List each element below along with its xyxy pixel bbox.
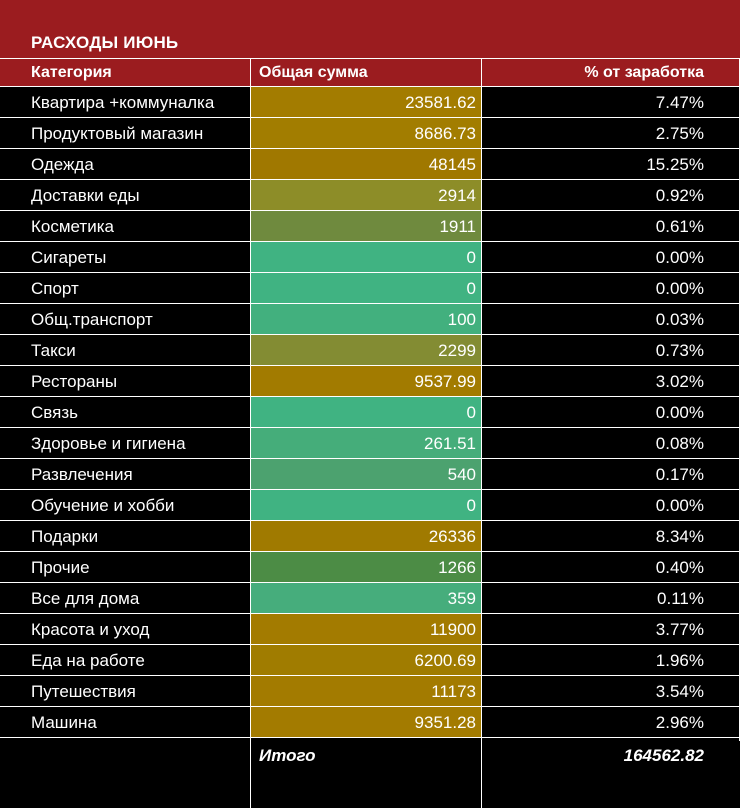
column-header-category[interactable]: Категория [31, 64, 112, 81]
percent-cell[interactable]: 0.00% [655, 403, 704, 422]
percent-cell[interactable]: 8.34% [655, 527, 704, 546]
table-row: Обучение и хобби 0 0.00% [0, 490, 740, 521]
table-row: Сигареты 0 0.00% [0, 242, 740, 273]
percent-cell[interactable]: 0.00% [655, 279, 704, 298]
category-cell[interactable]: Подарки [31, 527, 99, 546]
column-header-percent[interactable]: % от заработка [584, 64, 704, 81]
category-cell[interactable]: Еда на работе [31, 651, 145, 670]
table-row: Машина 9351.28 2.96% [0, 707, 740, 738]
percent-cell[interactable]: 0.61% [655, 217, 704, 236]
table-row: Спорт 0 0.00% [0, 273, 740, 304]
percent-cell[interactable]: 0.00% [655, 496, 704, 515]
category-cell[interactable]: Рестораны [31, 372, 118, 391]
category-cell[interactable]: Развлечения [31, 465, 133, 484]
category-cell[interactable]: Спорт [31, 279, 79, 298]
total-cell[interactable]: 359 [250, 583, 481, 613]
category-cell[interactable]: Общ.транспорт [31, 310, 153, 329]
category-cell[interactable]: Связь [31, 403, 78, 422]
total-cell[interactable]: 2914 [250, 180, 481, 210]
percent-cell[interactable]: 0.08% [655, 434, 704, 453]
category-cell[interactable]: Доставки еды [31, 186, 140, 205]
table-row: Подарки 26336 8.34% [0, 521, 740, 552]
category-cell[interactable]: Красота и уход [31, 620, 150, 639]
percent-cell[interactable]: 0.11% [657, 589, 704, 608]
percent-cell[interactable]: 0.73% [655, 341, 704, 360]
category-cell[interactable]: Все для дома [31, 589, 140, 608]
table-row: Путешествия 11173 3.54% [0, 676, 740, 707]
title-bar: РАСХОДЫ ИЮНЬ [0, 0, 740, 58]
total-cell[interactable]: 6200.69 [250, 645, 481, 675]
table-row: Красота и уход 11900 3.77% [0, 614, 740, 645]
total-cell[interactable]: 540 [250, 459, 481, 489]
table-row: Рестораны 9537.99 3.02% [0, 366, 740, 397]
total-cell[interactable]: 8686.73 [250, 118, 481, 148]
percent-cell[interactable]: 7.47% [655, 93, 704, 112]
category-cell[interactable]: Прочие [31, 558, 90, 577]
percent-cell[interactable]: 0.40% [655, 558, 704, 577]
table-body: Квартира +коммуналка 23581.62 7.47% Продукт… [0, 87, 740, 738]
table-row: Такси 2299 0.73% [0, 335, 740, 366]
table-row: Прочие 1266 0.40% [0, 552, 740, 583]
category-cell[interactable]: Одежда [31, 155, 94, 174]
category-cell[interactable]: Квартира +коммуналка [31, 93, 215, 112]
table-row: Квартира +коммуналка 23581.62 7.47% [0, 87, 740, 118]
total-cell[interactable]: 2299 [250, 335, 481, 365]
percent-cell[interactable]: 2.96% [655, 713, 704, 732]
category-cell[interactable]: Машина [31, 713, 97, 732]
column-header-total[interactable]: Общая сумма [259, 64, 368, 81]
total-cell[interactable]: 0 [250, 490, 481, 520]
table-row: Общ.транспорт 100 0.03% [0, 304, 740, 335]
total-cell[interactable]: 48145 [250, 149, 481, 179]
gridline-vertical [481, 58, 482, 808]
total-cell[interactable]: 0 [250, 242, 481, 272]
total-cell[interactable]: 100 [250, 304, 481, 334]
table-row: Продуктовый магазин 8686.73 2.75% [0, 118, 740, 149]
percent-cell[interactable]: 2.75% [655, 124, 704, 143]
category-cell[interactable]: Такси [31, 341, 76, 360]
table-row: Косметика 1911 0.61% [0, 211, 740, 242]
total-value[interactable]: 164562.82 [623, 746, 704, 765]
table-row: Одежда 48145 15.25% [0, 149, 740, 180]
gridline-vertical [250, 58, 251, 808]
total-cell[interactable]: 1266 [250, 552, 481, 582]
category-cell[interactable]: Обучение и хобби [31, 496, 175, 515]
total-cell[interactable]: 9351.28 [250, 707, 481, 737]
category-cell[interactable]: Здоровье и гигиена [31, 434, 186, 453]
total-row: Итого 164562.82 [0, 741, 740, 808]
total-cell[interactable]: 0 [250, 273, 481, 303]
category-cell[interactable]: Сигареты [31, 248, 107, 267]
category-cell[interactable]: Путешествия [31, 682, 136, 701]
table-row: Развлечения 540 0.17% [0, 459, 740, 490]
percent-cell[interactable]: 0.92% [655, 186, 704, 205]
total-cell[interactable]: 9537.99 [250, 366, 481, 396]
total-cell[interactable]: 11900 [250, 614, 481, 644]
percent-cell[interactable]: 3.77% [655, 620, 704, 639]
category-cell[interactable]: Косметика [31, 217, 114, 236]
percent-cell[interactable]: 0.03% [655, 310, 704, 329]
total-cell[interactable]: 1911 [250, 211, 481, 241]
total-label: Итого [259, 746, 316, 765]
table-row: Доставки еды 2914 0.92% [0, 180, 740, 211]
category-cell[interactable]: Продуктовый магазин [31, 124, 204, 143]
percent-cell[interactable]: 3.02% [655, 372, 704, 391]
table-row: Еда на работе 6200.69 1.96% [0, 645, 740, 676]
sheet-title: РАСХОДЫ ИЮНЬ [31, 33, 179, 52]
table-row: Все для дома 359 0.11% [0, 583, 740, 614]
percent-cell[interactable]: 15.25% [646, 155, 704, 174]
table-header-row: Категория Общая сумма % от заработка [0, 58, 740, 87]
percent-cell[interactable]: 0.00% [655, 248, 704, 267]
total-cell[interactable]: 11173 [250, 676, 481, 706]
total-cell[interactable]: 26336 [250, 521, 481, 551]
percent-cell[interactable]: 1.96% [655, 651, 704, 670]
total-cell[interactable]: 261.51 [250, 428, 481, 458]
percent-cell[interactable]: 0.17% [655, 465, 704, 484]
percent-cell[interactable]: 3.54% [655, 682, 704, 701]
total-cell[interactable]: 23581.62 [250, 87, 481, 117]
table-row: Связь 0 0.00% [0, 397, 740, 428]
total-cell[interactable]: 0 [250, 397, 481, 427]
table-row: Здоровье и гигиена 261.51 0.08% [0, 428, 740, 459]
